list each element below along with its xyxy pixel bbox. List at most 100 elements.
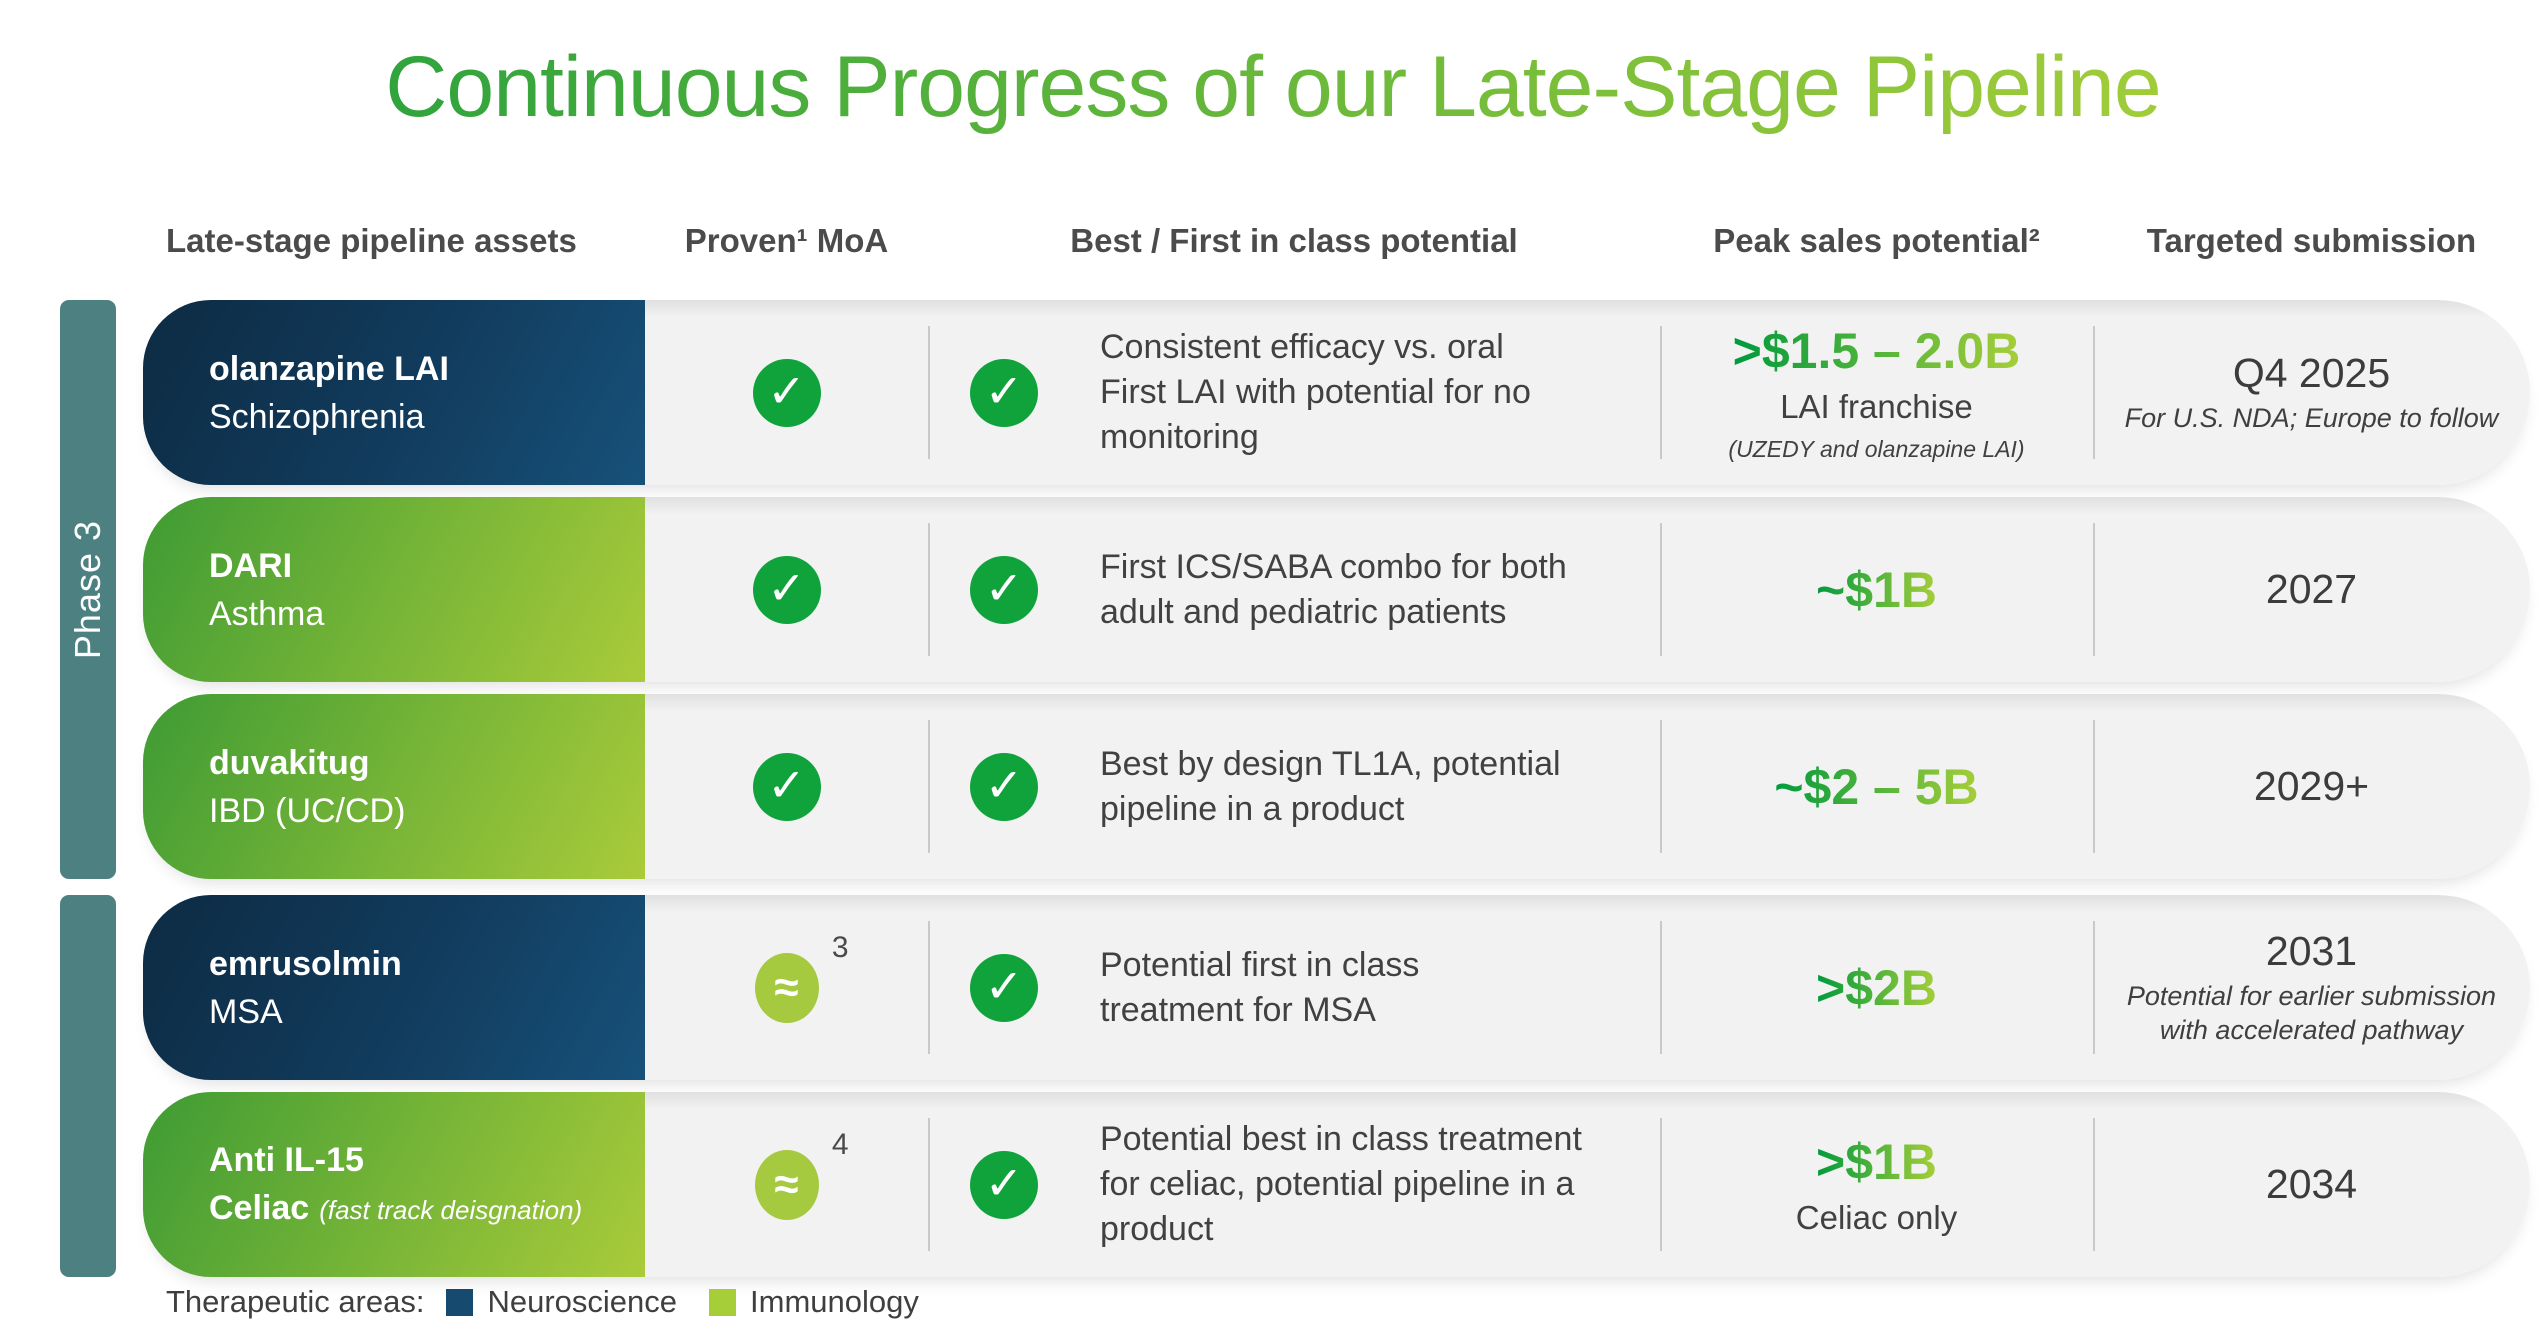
best-first-text: First ICS/SABA combo for both adult and … bbox=[1100, 547, 1567, 631]
peak-sales-amount: >$1.5 – 2.0B bbox=[1732, 323, 2021, 379]
column-header-best-first: Best / First in class potential bbox=[1070, 222, 1518, 259]
table-row: duvakitug IBD (UC/CD) Best by design TL1… bbox=[143, 694, 2530, 879]
neuroscience-swatch bbox=[446, 1288, 474, 1316]
submission-date: 2029+ bbox=[2253, 763, 2370, 809]
column-divider bbox=[1660, 921, 1662, 1054]
best-first-cell: Best by design TL1A, potential pipeline … bbox=[928, 694, 1660, 879]
moa-cell bbox=[645, 497, 928, 682]
asset-label: olanzapine LAI Schizophrenia bbox=[143, 300, 645, 485]
check-icon bbox=[970, 953, 1038, 1022]
table-row: DARI Asthma First ICS/SABA combo for bot… bbox=[143, 497, 2530, 682]
column-divider bbox=[2093, 921, 2095, 1054]
check-icon bbox=[970, 752, 1038, 821]
peak-sales-cell: ~$2 – 5B bbox=[1660, 694, 2093, 879]
column-divider bbox=[928, 1118, 930, 1251]
best-first-text: Potential best in class treatment for ce… bbox=[1100, 1120, 1582, 1248]
best-first-cell: Potential first in class treatment for M… bbox=[928, 895, 1660, 1080]
fast-track-note: (fast track deisgnation) bbox=[319, 1194, 583, 1225]
moa-cell: 3 bbox=[645, 895, 928, 1080]
table-row: Anti IL-15 Celiac (fast track deisgnation… bbox=[143, 1092, 2530, 1277]
therapeutic-areas-legend: Therapeutic areas: Neuroscience Immunolo… bbox=[166, 1284, 919, 1320]
column-divider bbox=[928, 523, 930, 656]
phase-3-label: Phase 3 bbox=[67, 519, 108, 660]
best-first-text: Consistent efficacy vs. oral First LAI w… bbox=[1100, 328, 1531, 456]
legend-item-immunology: Immunology bbox=[750, 1284, 919, 1319]
submission-date: 2034 bbox=[2265, 1161, 2358, 1207]
asset-name: Anti IL-15 bbox=[209, 1140, 364, 1179]
submission-cell: 2027 bbox=[2093, 497, 2530, 682]
submission-cell: 2031 Potential for earlier submission wi… bbox=[2093, 895, 2530, 1080]
column-divider bbox=[928, 326, 930, 459]
column-header-moa: Proven¹ MoA bbox=[684, 222, 889, 259]
check-icon bbox=[970, 358, 1038, 427]
asset-indication: Celiac (fast track deisgnation) bbox=[209, 1188, 583, 1227]
legend-item-neuroscience: Neuroscience bbox=[487, 1284, 678, 1319]
peak-sales-amount: ~$1B bbox=[1816, 561, 1937, 618]
peak-sales-amount: >$2B bbox=[1816, 959, 1937, 1016]
asset-indication: Asthma bbox=[209, 594, 325, 633]
asset-indication: IBD (UC/CD) bbox=[209, 791, 406, 830]
submission-date: 2027 bbox=[2265, 566, 2358, 612]
column-header-submission: Targeted submission bbox=[2146, 222, 2477, 259]
submission-note: For U.S. NDA; Europe to follow bbox=[2124, 403, 2499, 433]
submission-cell: 2029+ bbox=[2093, 694, 2530, 879]
column-divider bbox=[928, 921, 930, 1054]
peak-sales-cell: ~$1B bbox=[1660, 497, 2093, 682]
approx-icon bbox=[754, 1149, 819, 1220]
asset-name: DARI bbox=[209, 546, 293, 585]
peak-sales-label: Celiac only bbox=[1795, 1198, 1958, 1236]
phase-3-bar: Phase 3 bbox=[60, 300, 116, 879]
peak-sales-note: (UZEDY and olanzapine LAI) bbox=[1728, 436, 2025, 462]
best-first-cell: Consistent efficacy vs. oral First LAI w… bbox=[928, 300, 1660, 485]
submission-date: 2031 bbox=[2265, 928, 2358, 974]
table-row: olanzapine LAI Schizophrenia Consistent … bbox=[143, 300, 2530, 485]
immunology-swatch bbox=[709, 1288, 737, 1316]
peak-sales-amount: ~$2 – 5B bbox=[1774, 758, 1979, 815]
check-icon bbox=[970, 555, 1038, 624]
moa-cell bbox=[645, 694, 928, 879]
peak-sales-amount: >$1B bbox=[1816, 1133, 1937, 1190]
peak-sales-cell: >$1.5 – 2.0B LAI franchise (UZEDY and ol… bbox=[1660, 300, 2093, 485]
column-divider bbox=[2093, 523, 2095, 656]
peak-sales-cell: >$2B bbox=[1660, 895, 2093, 1080]
check-icon bbox=[752, 555, 821, 624]
page-title: Continuous Progress of our Late-Stage Pi… bbox=[0, 38, 2546, 137]
column-divider bbox=[1660, 326, 1662, 459]
column-divider bbox=[1660, 1118, 1662, 1251]
column-header-peak-sales: Peak sales potential² bbox=[1713, 222, 2040, 259]
check-icon bbox=[970, 1150, 1038, 1219]
column-divider bbox=[1660, 720, 1662, 853]
column-divider bbox=[2093, 1118, 2095, 1251]
peak-sales-cell: >$1B Celiac only bbox=[1660, 1092, 2093, 1277]
column-divider bbox=[1660, 523, 1662, 656]
asset-label: Anti IL-15 Celiac (fast track deisgnation… bbox=[143, 1092, 645, 1277]
column-divider bbox=[928, 720, 930, 853]
asset-label: duvakitug IBD (UC/CD) bbox=[143, 694, 645, 879]
asset-indication: Schizophrenia bbox=[209, 397, 425, 436]
asset-indication: MSA bbox=[209, 992, 283, 1031]
submission-date: Q4 2025 bbox=[2232, 350, 2391, 396]
legend-label: Therapeutic areas: bbox=[166, 1284, 425, 1319]
column-divider bbox=[2093, 720, 2095, 853]
submission-cell: Q4 2025 For U.S. NDA; Europe to follow bbox=[2093, 300, 2530, 485]
asset-name: emrusolmin bbox=[209, 944, 402, 983]
table-row: emrusolmin MSA 3 Potential first in clas… bbox=[143, 895, 2530, 1080]
asset-name: olanzapine LAI bbox=[209, 349, 449, 388]
submission-cell: 2034 bbox=[2093, 1092, 2530, 1277]
best-first-text: Potential first in class treatment for M… bbox=[1100, 945, 1420, 1029]
asset-label: emrusolmin MSA bbox=[143, 895, 645, 1080]
asset-label: DARI Asthma bbox=[143, 497, 645, 682]
phase-group-bar bbox=[60, 895, 116, 1277]
asset-name: duvakitug bbox=[209, 743, 370, 782]
footnote-marker: 3 bbox=[831, 930, 849, 964]
best-first-text: Best by design TL1A, potential pipeline … bbox=[1100, 744, 1561, 828]
footnote-marker: 4 bbox=[831, 1127, 849, 1161]
best-first-cell: Potential best in class treatment for ce… bbox=[928, 1092, 1660, 1277]
approx-icon bbox=[754, 952, 819, 1023]
check-icon bbox=[752, 358, 821, 427]
column-header-assets: Late-stage pipeline assets bbox=[166, 222, 577, 259]
column-divider bbox=[2093, 326, 2095, 459]
peak-sales-label: LAI franchise bbox=[1780, 388, 1973, 425]
best-first-cell: First ICS/SABA combo for both adult and … bbox=[928, 497, 1660, 682]
